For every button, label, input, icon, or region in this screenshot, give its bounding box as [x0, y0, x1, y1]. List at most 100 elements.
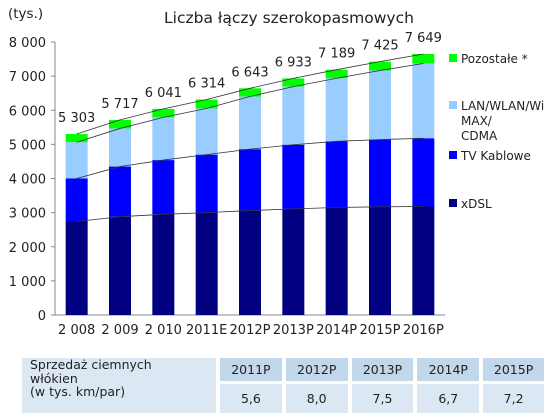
y-tick-label: 0 — [38, 309, 46, 324]
bar-segment — [65, 221, 88, 315]
bar-segment — [412, 63, 435, 139]
bar-segment — [109, 216, 131, 315]
table-value-cell: 8,0 — [281, 381, 350, 413]
bar-segment — [152, 214, 175, 315]
y-tick-label: 4 000 — [9, 173, 46, 188]
bar-segment — [282, 208, 305, 315]
chart-title: Liczba łączy szerokopasmowych — [164, 9, 414, 27]
table-value-cell: 7,5 — [347, 381, 416, 413]
legend-label: xDSL — [461, 197, 492, 211]
series-trend-line — [76, 137, 424, 179]
legend-swatch — [449, 199, 457, 207]
table-year-header: 2014P — [413, 358, 482, 383]
bar-segment — [325, 78, 348, 142]
legend-label: LAN/WLAN/Wi — [461, 99, 544, 113]
bar-segment — [152, 108, 175, 118]
table-row-label-line: włókien — [30, 370, 78, 386]
total-data-label: 5 717 — [101, 97, 138, 112]
bar-segment — [109, 119, 131, 129]
table-value-cell: 5,6 — [216, 381, 284, 413]
table-row-label-line: Sprzedaż ciemnych — [30, 357, 152, 372]
total-data-label: 7 189 — [318, 47, 355, 62]
table-row-label: Sprzedaż ciemnych włókien (w tys. km/par… — [22, 358, 218, 413]
legend-swatch — [449, 151, 457, 159]
data-labels: 2 008 2 009 2 010 2011E 2012P 2013P 2014P 2015P… — [58, 31, 444, 338]
broadband-chart: Liczba łączy szerokopasmowych (tys.) 0 1 … — [8, 6, 544, 338]
y-tick-label: 3 000 — [9, 207, 46, 222]
total-data-label: 5 303 — [58, 111, 95, 126]
table-header-row: Sprzedaż ciemnych włókien (w tys. km/par… — [22, 358, 544, 413]
y-tick-label: 1 000 — [9, 275, 46, 290]
total-data-label: 7 649 — [405, 31, 442, 46]
bar-segment — [239, 149, 261, 211]
bar-segment — [412, 206, 435, 315]
x-tick-label: 2012P — [230, 323, 271, 338]
bar-segment — [195, 99, 218, 109]
table-row-label-line: (w tys. km/par) — [30, 384, 126, 399]
bar-segment — [325, 207, 348, 315]
bar-segment — [239, 210, 261, 315]
bar-segment — [412, 138, 435, 207]
bar-segment — [369, 139, 391, 207]
legend-label: CDMA — [461, 129, 498, 143]
x-tick-label: 2 010 — [145, 323, 182, 338]
table-year-header: 2012P — [281, 358, 350, 383]
x-tick-label: 2014P — [316, 323, 357, 338]
y-tick-label: 2 000 — [9, 241, 46, 256]
bar-segment — [152, 160, 175, 215]
bar-segment — [195, 108, 218, 155]
series-trend-line — [76, 63, 424, 143]
legend-label: Pozostałe * — [461, 52, 528, 66]
total-data-label: 6 933 — [275, 55, 312, 70]
legend-label: TV Kablowe — [460, 149, 531, 163]
bar-segment — [65, 134, 88, 143]
bar-segment — [282, 86, 305, 145]
dark-fiber-sales-table: Sprzedaż ciemnych włókien (w tys. km/par… — [22, 358, 544, 413]
total-data-label: 7 425 — [361, 39, 398, 54]
bar-segment — [325, 141, 348, 208]
x-tick-label: 2 009 — [101, 323, 138, 338]
series-trend-line — [76, 206, 424, 222]
legend-label: MAX/ — [461, 114, 493, 128]
table-year-header: 2015P — [479, 358, 544, 383]
legend-swatch — [449, 101, 457, 109]
legend-swatch — [449, 54, 457, 62]
bar-segment — [109, 166, 131, 217]
bar-segment — [239, 96, 261, 150]
bar-segment — [369, 206, 391, 315]
bar-segment — [65, 178, 88, 222]
x-tick-label: 2 008 — [58, 323, 95, 338]
table-value-row: 5,6 8,0 7,5 6,7 7,2 — [22, 381, 544, 413]
bar-segment — [412, 53, 435, 64]
total-data-label: 6 643 — [231, 65, 268, 80]
bar-segment — [195, 212, 218, 315]
total-data-label: 6 041 — [145, 86, 182, 101]
bars — [65, 53, 435, 315]
bar-segment — [325, 69, 348, 79]
bar-segment — [282, 78, 305, 87]
bar-segment — [282, 144, 305, 209]
x-tick-label: 2013P — [273, 323, 314, 338]
series-trend-line — [76, 53, 424, 135]
y-tick-label: 5 000 — [9, 138, 46, 153]
x-tick-label: 2015P — [360, 323, 401, 338]
x-tick-label: 2011E — [186, 323, 227, 338]
table-year-header: 2013P — [347, 358, 416, 383]
bar-segment — [65, 142, 88, 179]
y-tick-label: 6 000 — [9, 104, 46, 119]
y-tick-label: 7 000 — [9, 70, 46, 85]
table-value-cell: 6,7 — [413, 381, 482, 413]
y-axis: 0 1 000 2 000 3 000 4 000 5 000 6 000 7 000 8 00… — [9, 36, 445, 324]
bar-segment — [239, 88, 261, 97]
bar-segment — [195, 154, 218, 213]
table-value-cell: 7,2 — [479, 381, 544, 413]
y-tick-label: 8 000 — [9, 36, 46, 51]
x-tick-label: 2016P — [403, 323, 444, 338]
y-axis-unit-label: (tys.) — [8, 6, 43, 22]
total-data-label: 6 314 — [188, 77, 225, 92]
trend-lines — [76, 53, 424, 222]
bar-segment — [152, 117, 175, 161]
table-year-header: 2011P — [216, 358, 284, 383]
bar-segment — [369, 61, 391, 71]
